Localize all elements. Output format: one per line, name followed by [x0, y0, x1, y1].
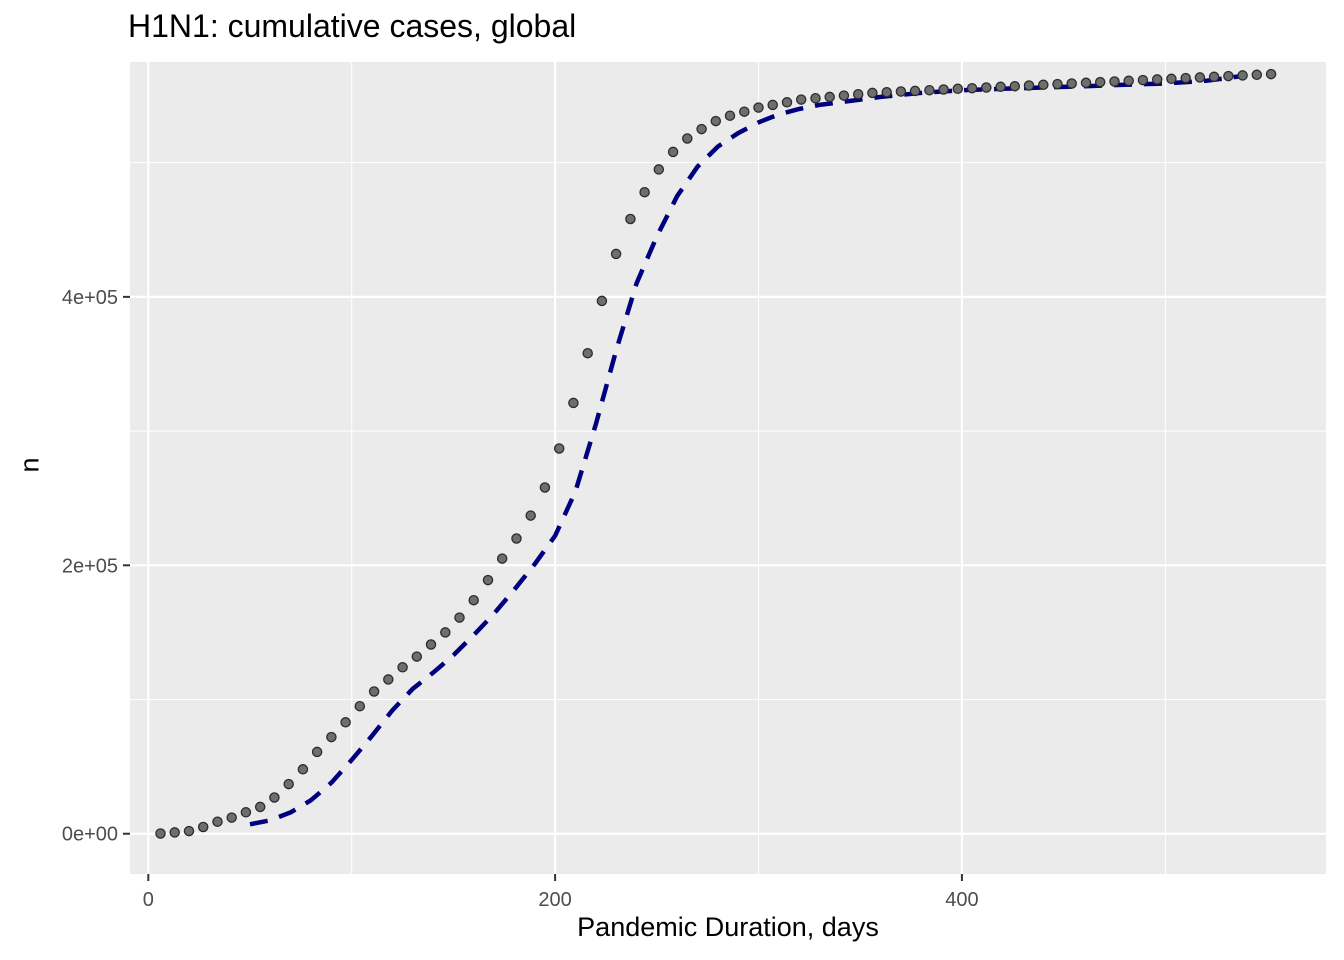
points-layer: [155, 68, 1277, 839]
data-point: [852, 88, 864, 100]
data-point: [425, 639, 437, 650]
data-point: [1009, 80, 1021, 92]
data-point: [197, 821, 209, 833]
data-point: [724, 110, 736, 121]
data-point: [411, 651, 423, 662]
data-point: [639, 186, 650, 198]
data-point: [981, 82, 992, 93]
data-point: [1180, 72, 1191, 84]
data-point: [1137, 74, 1149, 86]
data-point: [596, 295, 608, 307]
data-point: [169, 827, 180, 838]
data-point: [1223, 70, 1234, 82]
data-point: [938, 84, 949, 95]
data-point: [952, 83, 964, 95]
data-point: [739, 106, 750, 117]
data-point: [1237, 70, 1248, 81]
data-point: [354, 700, 366, 712]
data-point: [368, 686, 380, 697]
x-tick-label: 0: [143, 889, 154, 911]
data-point: [895, 86, 907, 97]
data-point: [496, 553, 508, 564]
data-point: [867, 87, 878, 99]
chart-title: H1N1: cumulative cases, global: [128, 8, 577, 44]
data-point: [653, 164, 665, 175]
x-tick-label: 200: [538, 889, 571, 911]
y-tick-label: 4e+05: [62, 287, 118, 309]
data-point: [1066, 78, 1077, 89]
data-point: [1151, 74, 1163, 85]
data-point: [340, 717, 351, 728]
data-point: [1094, 76, 1106, 88]
data-point: [568, 397, 579, 409]
data-point: [254, 801, 266, 813]
data-point: [482, 574, 494, 586]
data-point: [909, 85, 921, 97]
data-point: [824, 91, 835, 103]
data-point: [468, 594, 479, 606]
data-point: [995, 81, 1006, 93]
grid-minor: [130, 62, 1326, 874]
y-tick-label: 0e+00: [62, 824, 118, 846]
y-ticks: 0e+00 2e+05 4e+05: [62, 287, 130, 846]
data-point: [610, 248, 622, 260]
data-point: [710, 115, 722, 127]
data-point: [625, 213, 636, 225]
x-tick-label: 400: [945, 889, 978, 911]
data-point: [838, 90, 850, 101]
data-point: [525, 510, 536, 521]
data-point: [924, 84, 935, 96]
data-point: [1038, 79, 1049, 91]
data-point: [1080, 77, 1092, 89]
x-ticks: 0 200 400: [143, 874, 979, 911]
plot-panel: [130, 62, 1326, 874]
data-point: [1123, 75, 1134, 87]
data-point: [553, 443, 565, 454]
data-point: [326, 731, 337, 743]
data-point: [1265, 68, 1277, 80]
data-point: [226, 812, 237, 823]
data-point: [753, 102, 764, 113]
data-point: [155, 828, 166, 839]
data-point: [682, 133, 693, 144]
data-point: [297, 764, 309, 775]
data-point: [667, 146, 679, 158]
data-point: [1052, 78, 1063, 90]
data-point: [440, 627, 451, 638]
data-point: [696, 123, 707, 135]
data-point: [269, 792, 280, 803]
data-point: [311, 746, 323, 758]
data-point: [1194, 72, 1206, 83]
data-point: [767, 99, 778, 111]
data-point: [781, 97, 793, 108]
data-point: [1251, 69, 1263, 81]
data-point: [511, 533, 522, 544]
data-point: [881, 86, 892, 98]
data-point: [966, 82, 978, 94]
data-point: [1109, 76, 1120, 87]
data-point: [539, 482, 551, 493]
grid-major: [130, 62, 1326, 874]
data-point: [383, 674, 394, 685]
data-point: [397, 662, 408, 673]
data-point: [183, 825, 195, 837]
x-axis-label: Pandemic Duration, days: [577, 912, 879, 942]
data-point: [283, 778, 294, 790]
data-point: [1023, 80, 1035, 91]
data-point: [810, 92, 821, 104]
data-point: [795, 94, 807, 105]
data-point: [240, 807, 252, 818]
y-tick-label: 2e+05: [62, 555, 118, 577]
data-point: [1166, 73, 1177, 85]
data-point: [454, 612, 465, 623]
data-point: [212, 816, 223, 827]
data-point: [582, 347, 593, 359]
data-point: [1208, 71, 1220, 83]
